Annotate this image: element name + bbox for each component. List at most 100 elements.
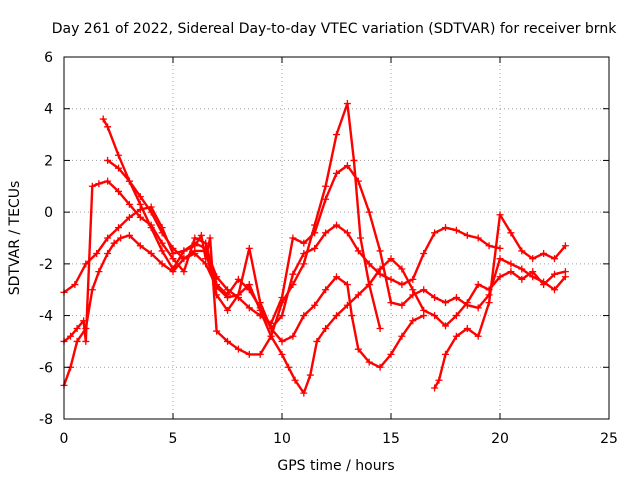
y-tick-label: -4 (39, 309, 53, 325)
data-point (474, 304, 482, 312)
data-point (300, 312, 308, 320)
data-point (169, 255, 177, 263)
data-point (234, 275, 242, 283)
data-point (420, 306, 428, 314)
data-point (452, 226, 460, 234)
data-point (110, 239, 118, 247)
data-point (213, 291, 221, 299)
data-point (387, 350, 395, 358)
x-tick-label: 10 (273, 431, 291, 447)
data-point (452, 332, 460, 340)
data-point (463, 299, 471, 307)
data-point (180, 268, 188, 276)
data-point (213, 273, 221, 281)
data-point (125, 231, 133, 239)
data-point (147, 224, 155, 232)
plot-frame (63, 56, 610, 420)
series-track-6 (431, 211, 569, 392)
data-point (365, 358, 373, 366)
data-point (507, 260, 515, 268)
data-point (256, 306, 264, 314)
data-point (322, 325, 330, 332)
data-point (202, 260, 210, 268)
data-point (356, 234, 364, 242)
data-point (376, 265, 384, 273)
y-tick-label: 6 (44, 50, 53, 66)
data-point (485, 299, 493, 307)
y-axis-label: SDTVAR / TECUs (7, 181, 23, 296)
x-tick-label: 20 (491, 431, 509, 447)
data-point (311, 244, 319, 252)
data-point (117, 234, 125, 242)
data-point (115, 224, 122, 232)
data-point (158, 247, 166, 255)
data-point (115, 151, 122, 159)
chart-title: Day 261 of 2022, Sidereal Day-to-day VTE… (52, 21, 617, 37)
data-point (463, 325, 471, 332)
data-point (398, 265, 406, 273)
data-point (431, 384, 439, 392)
data-point (158, 229, 166, 237)
x-tick-label: 25 (600, 431, 618, 447)
data-point (496, 211, 504, 219)
data-point (191, 250, 199, 258)
data-point (387, 275, 395, 283)
data-point (354, 291, 362, 299)
data-point (82, 337, 90, 345)
data-point (289, 234, 297, 242)
data-point (322, 286, 330, 294)
data-point (169, 265, 177, 273)
axes: 0 5 10 15 20 25 -8 -6 -4 -2 0 2 4 6 (39, 50, 618, 447)
data-point (245, 304, 253, 312)
data-point (365, 208, 373, 216)
x-axis-label: GPS time / hours (277, 458, 394, 474)
data-point (136, 200, 144, 208)
data-point (289, 270, 297, 278)
data-point (540, 250, 548, 258)
data-point (333, 221, 340, 229)
data-point (245, 244, 253, 252)
data-point (431, 229, 439, 237)
data-point (322, 229, 330, 237)
data-point (278, 293, 286, 301)
x-tick-label: 0 (60, 431, 69, 447)
data-point (115, 187, 122, 195)
data-point (398, 332, 406, 340)
data-point (88, 286, 96, 294)
data-point (452, 293, 460, 301)
data-point (496, 255, 504, 263)
data-point (485, 242, 493, 250)
data-point (529, 255, 537, 263)
data-point (191, 239, 199, 247)
data-point (333, 131, 340, 139)
data-point (291, 376, 299, 384)
x-tick-label: 5 (169, 431, 178, 447)
data-point (278, 337, 286, 345)
data-point (442, 299, 449, 307)
data-point (333, 312, 340, 320)
data-point (496, 273, 504, 281)
data-point (343, 281, 351, 289)
data-point (278, 312, 286, 320)
data-point (73, 337, 81, 345)
data-point (435, 376, 443, 384)
data-point (313, 337, 321, 345)
data-point (551, 286, 558, 294)
data-point (104, 156, 112, 164)
data-point (289, 332, 297, 340)
data-point (245, 350, 253, 358)
data-point (350, 156, 358, 164)
data-point (474, 234, 482, 242)
data-point (99, 115, 107, 123)
series-line (433, 213, 567, 390)
data-point (256, 350, 264, 358)
data-point (311, 301, 319, 309)
data-point (136, 213, 144, 221)
data-point (311, 229, 319, 237)
data-point (213, 283, 221, 291)
data-point (431, 312, 439, 320)
data-point (474, 281, 482, 289)
series-track-1 (60, 100, 384, 358)
data-point (376, 325, 384, 332)
